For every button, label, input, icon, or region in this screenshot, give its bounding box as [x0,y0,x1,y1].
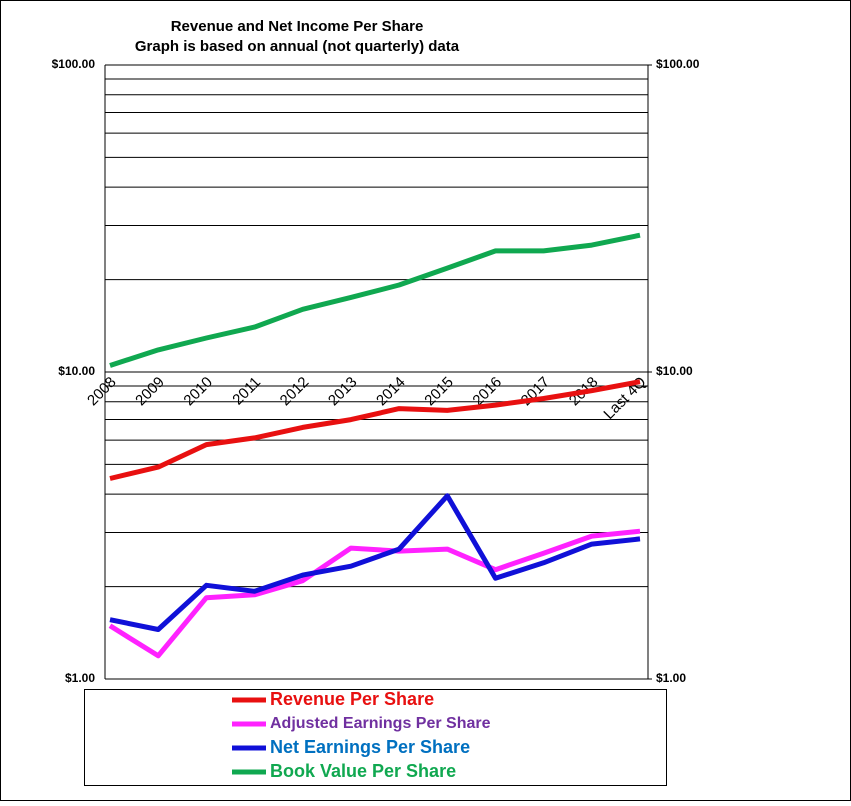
legend-label: Adjusted Earnings Per Share [270,715,491,732]
y2-tick-label: $100.00 [656,57,700,71]
legend-label: Net Earnings Per Share [270,737,470,757]
y-tick-label: $100.00 [52,57,96,71]
y2-tick-label: $1.00 [656,671,686,685]
chart-subtitle: Graph is based on annual (not quarterly)… [135,38,460,55]
legend-box [84,689,667,786]
legend-label: Book Value Per Share [270,761,456,781]
series-line [109,493,641,632]
chart-title: Revenue and Net Income Per Share [171,18,424,35]
y-tick-label: $10.00 [58,364,95,378]
y2-tick-label: $10.00 [656,364,693,378]
series-line [109,379,641,481]
series-line [109,232,641,368]
y-tick-label: $1.00 [65,671,95,685]
series-line [108,528,641,659]
legend-label: Revenue Per Share [270,689,434,709]
